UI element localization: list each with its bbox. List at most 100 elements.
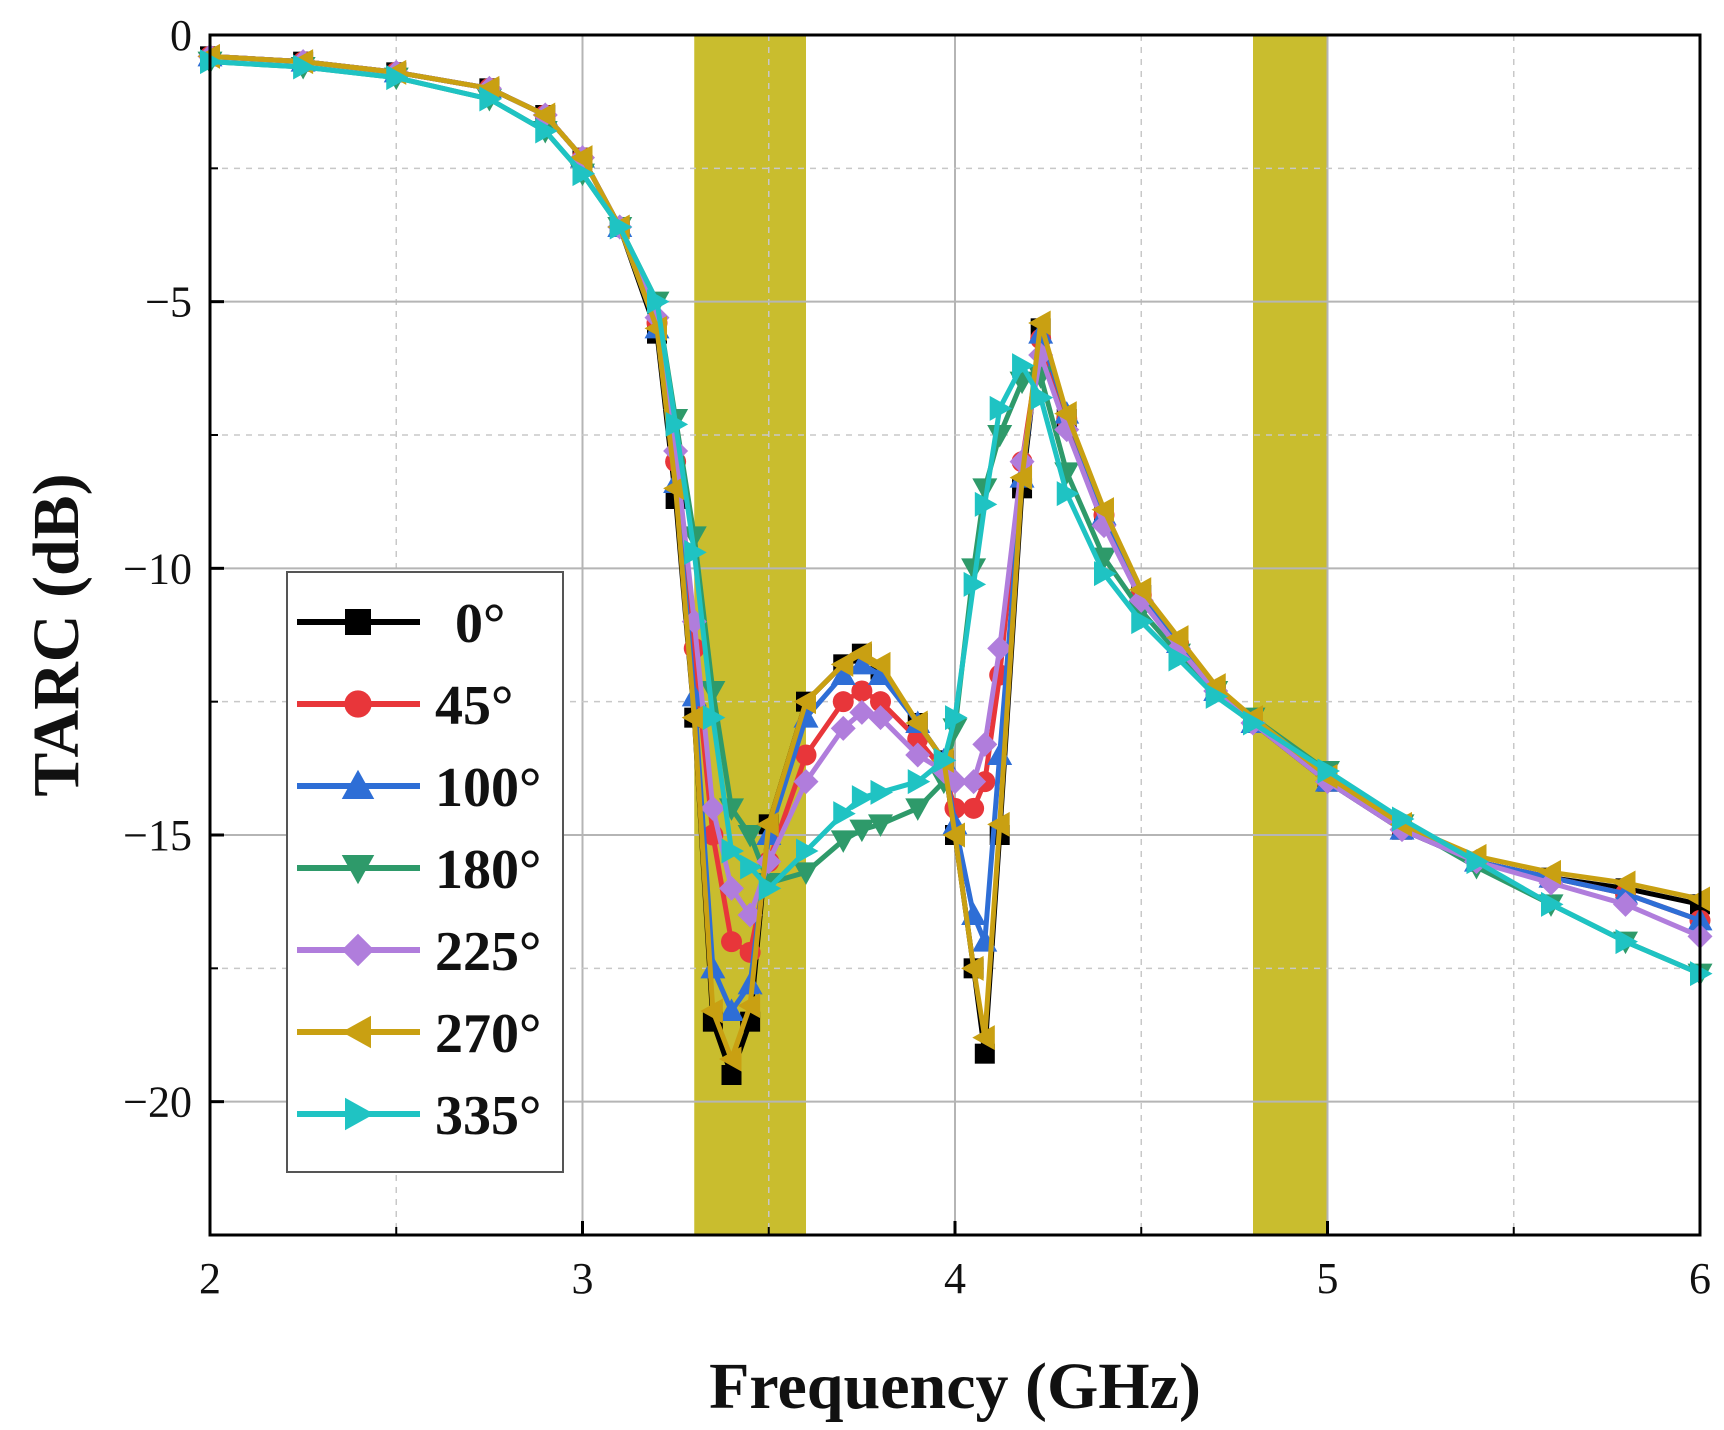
legend-marker (341, 933, 375, 967)
data-point (961, 769, 987, 795)
data-point (793, 689, 816, 715)
x-tick-label: 6 (1689, 1254, 1711, 1303)
data-point (830, 715, 856, 741)
data-point (796, 838, 819, 864)
data-point (942, 822, 965, 848)
y-axis-title: TARC (dB) (20, 473, 93, 796)
data-point (1056, 481, 1080, 507)
data-point (987, 635, 1013, 661)
data-point (851, 680, 873, 702)
data-point (1168, 646, 1191, 672)
data-point (793, 862, 819, 885)
legend-marker (344, 690, 372, 718)
data-point (293, 54, 316, 80)
data-point (961, 955, 984, 981)
data-point (700, 955, 726, 979)
data-point (700, 681, 726, 704)
data-point (1030, 385, 1054, 411)
legend-entry-5: 270° (297, 1003, 541, 1065)
y-tick-label: 0 (170, 11, 192, 60)
legend-marker (341, 769, 375, 799)
data-point (665, 411, 689, 437)
data-point (1205, 683, 1229, 709)
data-point (1012, 353, 1035, 379)
data-point (974, 1043, 995, 1064)
legend-entry-1: 45° (297, 675, 513, 737)
legend-label: 100° (435, 757, 541, 819)
legend-label: 225° (435, 921, 541, 983)
shaded-bands (694, 35, 1328, 1235)
data-point (793, 769, 819, 795)
legend-entry-6: 335° (297, 1085, 541, 1147)
data-point (851, 785, 875, 811)
shaded-band-1 (1253, 35, 1328, 1235)
data-point (1091, 497, 1114, 523)
data-point (1028, 310, 1051, 336)
data-point (737, 993, 761, 1019)
x-tick-label: 4 (944, 1254, 966, 1303)
data-point (868, 705, 893, 731)
data-point (963, 797, 985, 819)
data-point (756, 811, 779, 837)
data-point (532, 102, 556, 128)
legend: 0° 45° 100° 180° 225° 270° 335° (286, 571, 564, 1173)
legend-entry-4: 225° (297, 921, 541, 983)
data-point (868, 651, 891, 677)
y-tick-label: −20 (123, 1078, 192, 1127)
data-point (1541, 891, 1564, 917)
data-point (721, 838, 744, 864)
data-point (1466, 849, 1489, 875)
legend-label: 335° (435, 1085, 541, 1147)
y-tick-label: −10 (123, 544, 192, 593)
data-point (1392, 806, 1415, 832)
data-point (719, 1046, 742, 1072)
data-point (870, 779, 893, 805)
data-point (737, 825, 763, 848)
data-point (1538, 859, 1561, 885)
x-tick-label: 5 (1317, 1254, 1339, 1303)
data-point (830, 651, 854, 677)
data-point (702, 705, 726, 731)
data-point (945, 705, 968, 731)
data-point (868, 814, 893, 837)
data-point (1091, 547, 1117, 571)
data-point (830, 662, 856, 685)
data-point (849, 819, 875, 843)
data-point (719, 875, 744, 901)
data-point (905, 742, 931, 768)
data-point (386, 65, 409, 91)
legend-label: 270° (435, 1003, 541, 1065)
data-point (1613, 870, 1636, 896)
legend-entry-3: 180° (297, 839, 541, 901)
legend-label: 45° (435, 675, 513, 737)
data-point (1131, 609, 1154, 635)
data-point (830, 830, 856, 853)
data-point (795, 744, 817, 766)
legend-box (286, 571, 564, 1173)
axis-ticks: 2 3 4 5 6 0 −5 −10 −15 −20 (123, 11, 1711, 1303)
data-point (572, 161, 595, 187)
data-point (974, 491, 998, 517)
data-point (721, 1065, 742, 1085)
legend-marker (345, 1097, 375, 1131)
legend-marker (341, 855, 375, 885)
data-point (987, 811, 1010, 837)
data-point (740, 854, 763, 880)
data-point (681, 705, 705, 731)
data-point (758, 875, 782, 901)
data-point (647, 289, 670, 315)
data-point (870, 691, 891, 713)
x-axis-title: Frequency (GHz) (709, 1350, 1201, 1423)
data-point (868, 662, 893, 685)
data-point (905, 798, 931, 821)
legend-marker (341, 1015, 371, 1049)
data-point (1128, 577, 1152, 603)
x-tick-label: 2 (199, 1254, 221, 1303)
legend-entry-2: 100° (297, 757, 541, 819)
data-point (700, 998, 723, 1024)
data-point (609, 214, 633, 240)
y-tick-label: −5 (145, 278, 192, 327)
data-point (684, 539, 707, 565)
y-tick-label: −15 (123, 811, 192, 860)
